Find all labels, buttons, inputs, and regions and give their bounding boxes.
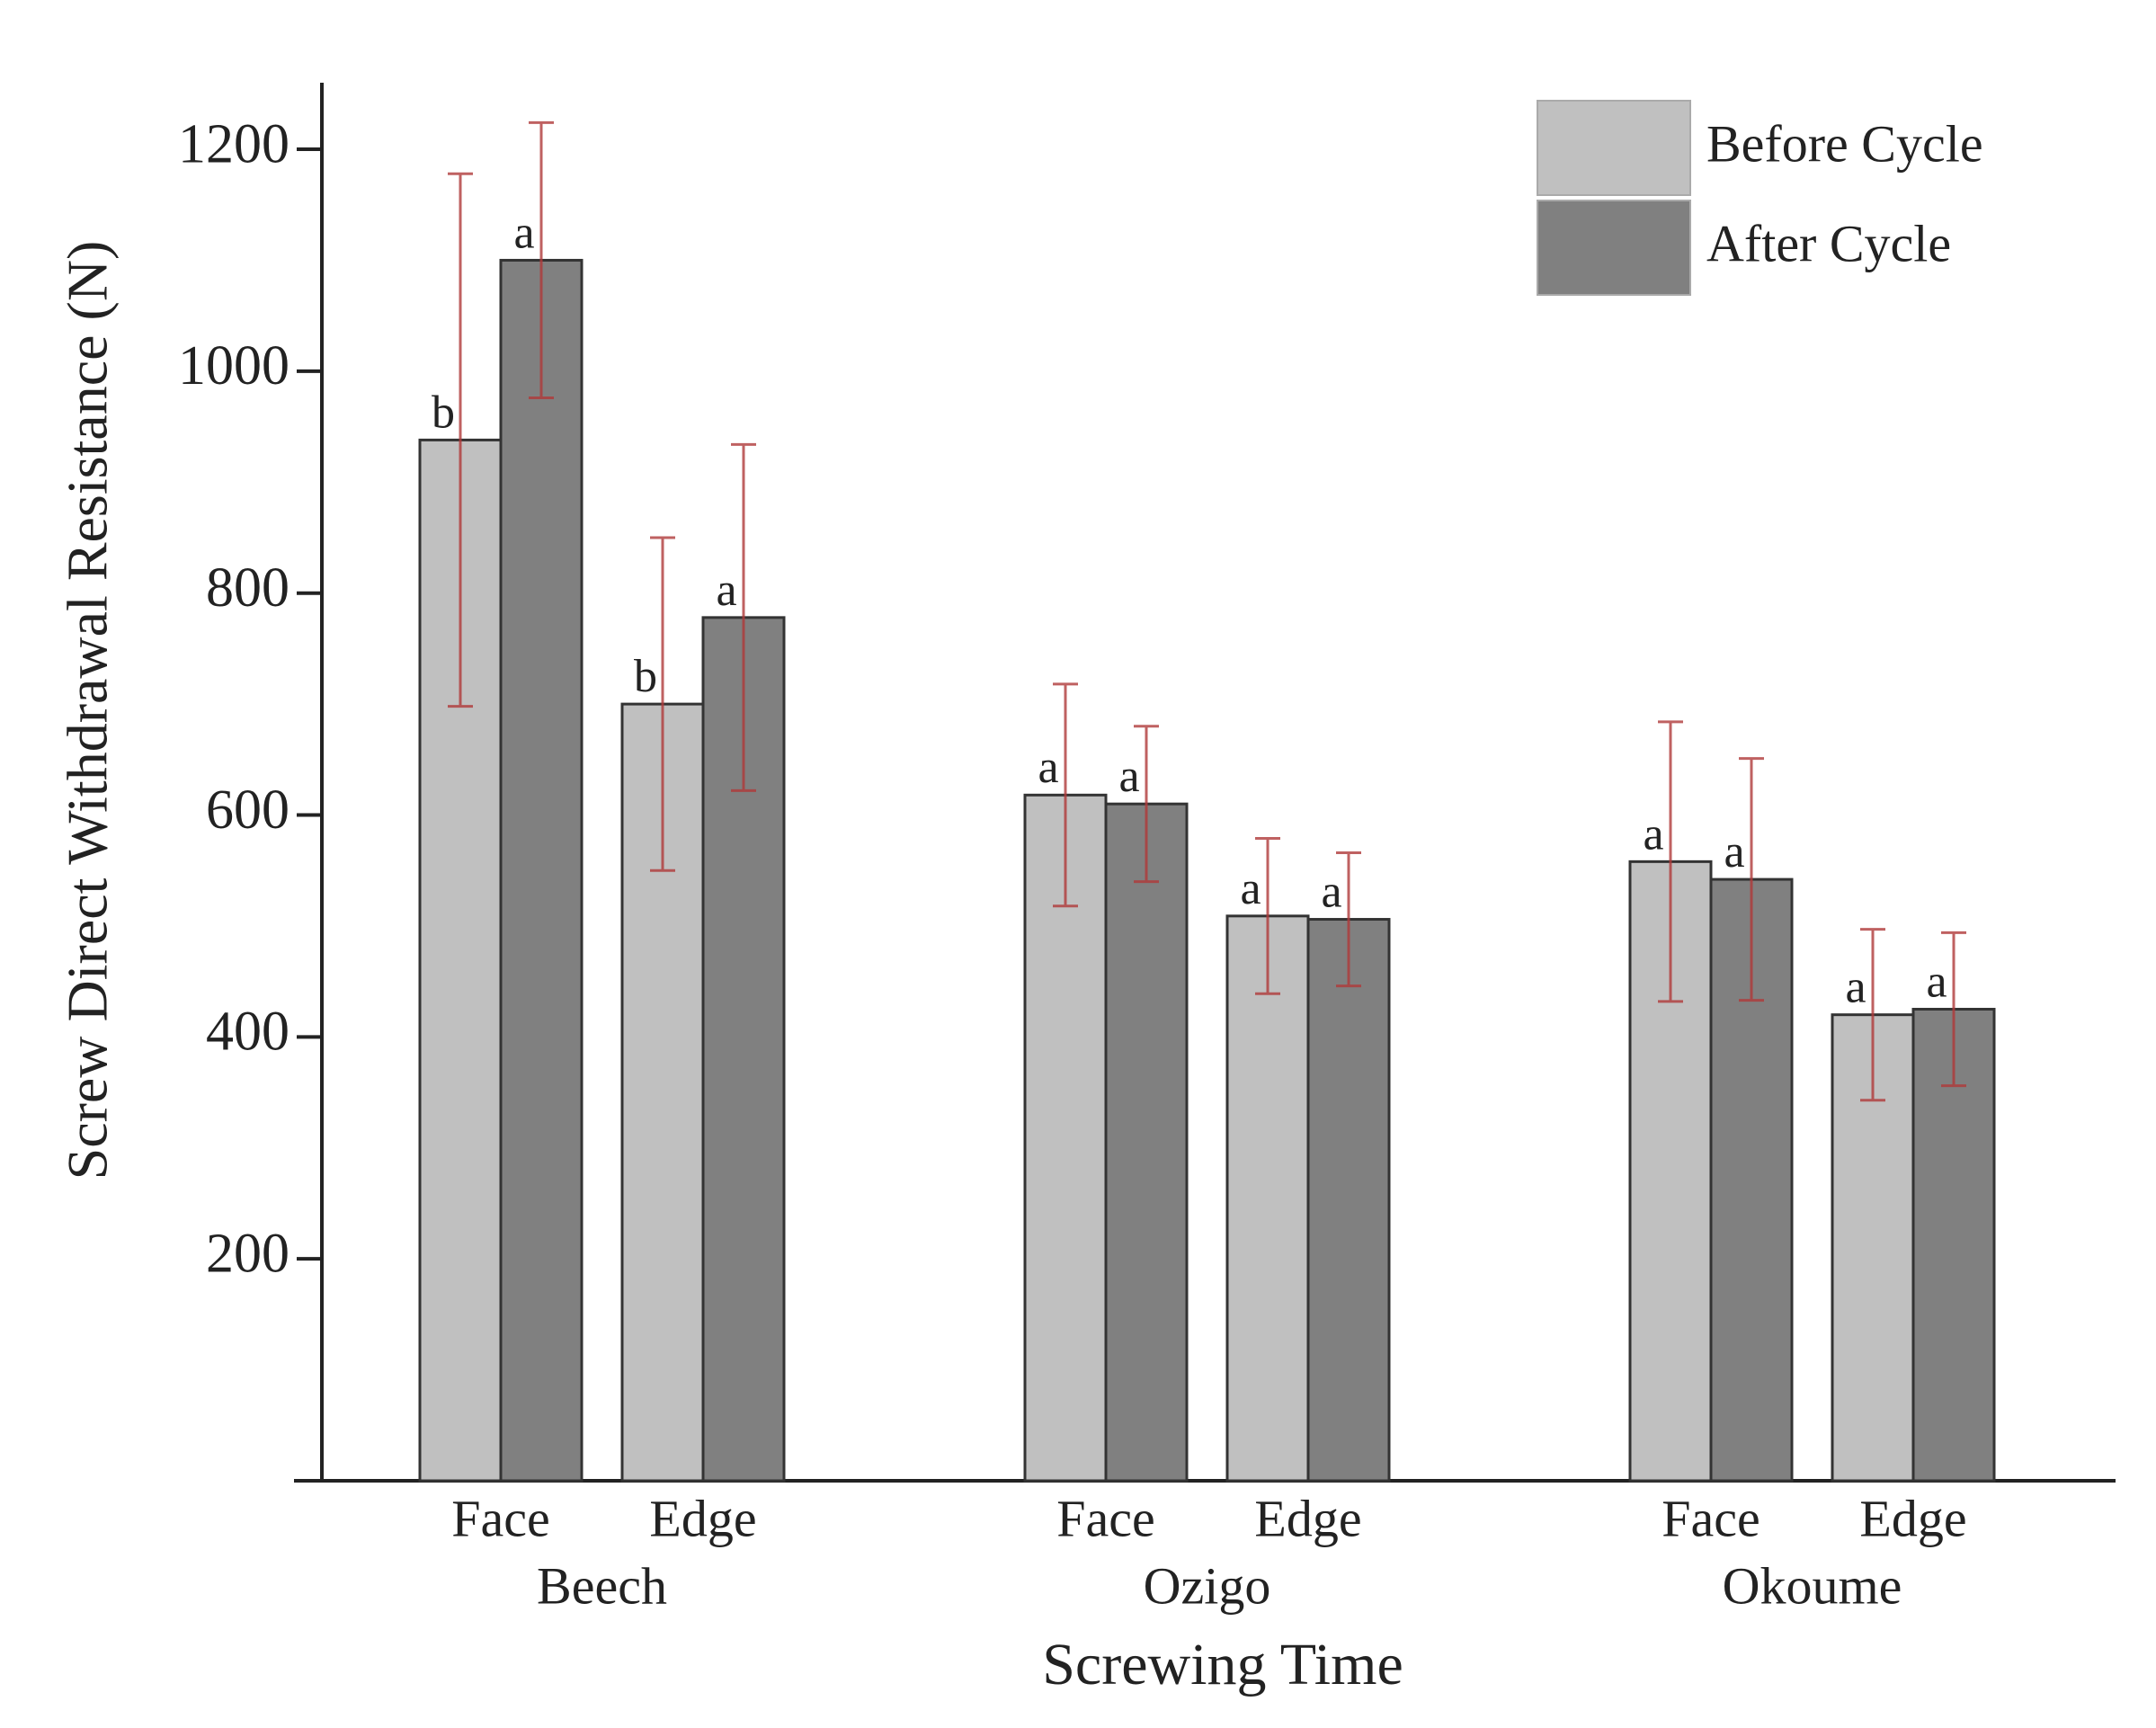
bar bbox=[1104, 802, 1189, 1483]
significance-letter: a bbox=[1724, 826, 1744, 877]
significance-letter: a bbox=[1240, 863, 1261, 914]
bar bbox=[1306, 918, 1391, 1483]
significance-letter: a bbox=[1926, 956, 1947, 1007]
group-label: Ozigo bbox=[1144, 1556, 1271, 1615]
bar bbox=[1709, 877, 1794, 1483]
legend-label: After Cycle bbox=[1706, 214, 1951, 272]
legend-label: Before Cycle bbox=[1706, 114, 1983, 173]
y-tick-label: 200 bbox=[206, 1223, 290, 1284]
significance-letter: b bbox=[634, 651, 657, 702]
error-bar bbox=[650, 536, 675, 872]
legend-swatch bbox=[1537, 200, 1691, 296]
group-label: Beech bbox=[537, 1556, 667, 1615]
error-bar bbox=[1739, 757, 1764, 1002]
error-bar bbox=[448, 172, 473, 708]
significance-letter: a bbox=[513, 207, 534, 258]
significance-letter: a bbox=[716, 565, 736, 616]
x-tick-label: Edge bbox=[1859, 1489, 1966, 1547]
error-bar bbox=[1134, 725, 1159, 884]
y-tick-label: 800 bbox=[206, 557, 290, 619]
x-axis-title: Screwing Time bbox=[1042, 1632, 1403, 1697]
y-tick-label: 400 bbox=[206, 1002, 290, 1063]
significance-letter: b bbox=[432, 387, 455, 438]
x-tick-label: Face bbox=[1662, 1489, 1760, 1547]
bar bbox=[1225, 914, 1310, 1483]
significance-letter: a bbox=[1118, 751, 1139, 802]
significance-letter: a bbox=[1038, 742, 1058, 793]
significance-letter: a bbox=[1845, 962, 1866, 1013]
error-bar bbox=[529, 120, 554, 399]
group-label: Okoume bbox=[1723, 1556, 1902, 1615]
significance-letter: a bbox=[1643, 808, 1663, 860]
x-tick-label: Edge bbox=[1254, 1489, 1361, 1547]
x-tick-label: Face bbox=[451, 1489, 550, 1547]
legend-swatch bbox=[1537, 100, 1691, 196]
error-bar bbox=[1941, 931, 1966, 1088]
y-tick-label: 1200 bbox=[178, 113, 290, 174]
x-tick-label: Face bbox=[1056, 1489, 1155, 1547]
bar bbox=[1911, 1007, 1996, 1483]
error-bar bbox=[731, 442, 756, 792]
y-axis-title: Screw Direct Withdrawal Resistance (N) bbox=[56, 241, 120, 1180]
error-bar bbox=[1860, 928, 1885, 1102]
error-bar bbox=[1658, 720, 1683, 1003]
error-bar bbox=[1053, 682, 1078, 908]
error-bar bbox=[1255, 836, 1280, 995]
y-tick-label: 600 bbox=[206, 779, 290, 841]
significance-letter: a bbox=[1321, 866, 1341, 917]
error-bar bbox=[1336, 851, 1361, 988]
x-tick-label: Edge bbox=[649, 1489, 756, 1547]
bar bbox=[499, 258, 584, 1483]
y-tick-label: 1000 bbox=[178, 335, 290, 396]
